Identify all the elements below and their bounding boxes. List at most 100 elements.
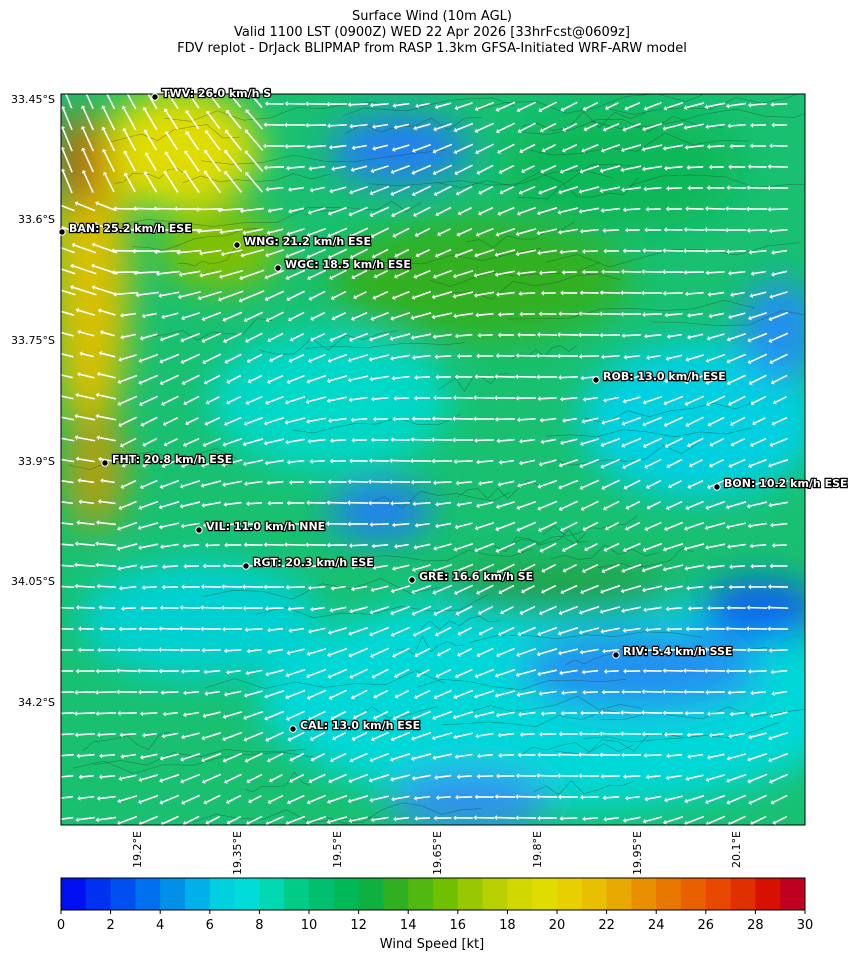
wind-arrow (499, 563, 515, 573)
wind-arrow (207, 690, 221, 695)
arrow-head (263, 165, 267, 171)
arrow-head (141, 732, 146, 738)
arrow-head (222, 482, 226, 488)
wind-arrow (416, 647, 431, 656)
contour (584, 400, 758, 424)
arrow-head (537, 396, 541, 402)
wind-arrow (732, 291, 745, 296)
arrow-head (265, 521, 269, 527)
wind-arrow (245, 731, 264, 741)
arrow-head (349, 458, 353, 464)
wind-arrow (126, 94, 137, 110)
arrow-head (746, 605, 750, 611)
wind-arrow (373, 668, 389, 678)
arrow-head (578, 311, 582, 317)
arrow-head (767, 185, 771, 191)
arrow-head (141, 585, 145, 591)
wind-arrow (416, 376, 431, 379)
arrow-head (327, 418, 332, 424)
wind-arrow (246, 752, 263, 762)
arrow-head (708, 463, 713, 468)
wind-arrow (417, 249, 430, 256)
arrow-head (77, 626, 82, 632)
arrow-head (117, 565, 121, 571)
arrow-head (98, 605, 102, 611)
station-dot (592, 376, 600, 384)
wind-arrow (82, 107, 95, 131)
wind-arrow (61, 437, 75, 442)
arrow-head (329, 275, 333, 280)
wind-arrow (228, 794, 242, 803)
wind-arrow (770, 752, 789, 761)
wind-arrow (354, 144, 367, 149)
arrow-head (600, 589, 604, 594)
wind-arrow (519, 480, 536, 487)
wind-arrow (730, 458, 746, 467)
wind-arrow (749, 229, 768, 232)
wind-arrow (162, 374, 180, 384)
arrow-head (138, 777, 143, 782)
arrow-head (123, 150, 128, 155)
wind-arrow (605, 500, 620, 509)
wind-arrow (476, 122, 495, 132)
arrow-head (222, 758, 227, 763)
arrow-head (203, 380, 208, 385)
wind-arrow (187, 417, 199, 424)
lon-label: 20.1°E (730, 831, 743, 868)
wind-arrow (540, 101, 557, 111)
arrow-head (305, 399, 310, 405)
wind-arrow (497, 668, 516, 677)
wind-arrow (602, 732, 621, 735)
arrow-head (620, 147, 625, 153)
arrow-head (519, 610, 524, 615)
arrow-head (310, 337, 314, 342)
wind-arrow (543, 438, 557, 443)
wind-arrow (122, 479, 137, 488)
arrow-head (558, 484, 562, 490)
arrow-head (96, 795, 101, 801)
contour (323, 802, 482, 824)
arrow-head (242, 584, 246, 590)
arrow-head (664, 647, 668, 653)
wind-arrow (732, 711, 745, 715)
wind-arrow (646, 375, 662, 381)
wind-arrow (729, 753, 746, 760)
wind-arrow (246, 480, 263, 485)
arrow-head (138, 821, 143, 825)
arrow-head (622, 628, 626, 634)
arrow-head (413, 694, 418, 700)
wind-arrow (771, 291, 788, 298)
arrow-head (288, 479, 293, 485)
arrow-head (705, 545, 709, 551)
wind-arrow (415, 206, 431, 216)
arrow-head (769, 143, 773, 149)
arrow-head (540, 290, 544, 296)
arrow-head (140, 605, 144, 611)
arrow-head (705, 689, 709, 695)
wind-arrow (351, 816, 368, 822)
station-label: TWV: 26.0 km/h S (162, 87, 271, 100)
wind-arrow (435, 333, 452, 338)
wind-arrow (312, 460, 325, 463)
contour (305, 706, 438, 725)
wind-arrow (749, 479, 768, 487)
wind-arrow (711, 437, 725, 446)
wind-arrow (226, 501, 242, 506)
wind-arrow (396, 689, 409, 698)
wind-arrow (167, 94, 179, 110)
wind-arrow (61, 225, 75, 233)
wind-arrow (415, 501, 431, 505)
arrow-head (621, 752, 625, 758)
wind-arrow (62, 149, 73, 173)
arrow-head (185, 420, 189, 426)
wind-arrow (268, 815, 284, 824)
arrow-head (662, 290, 666, 296)
wind-arrow (499, 438, 515, 442)
wind-arrow (459, 626, 473, 635)
arrow-head (328, 695, 333, 700)
lat-label: 33.45°S (11, 93, 55, 106)
wind-arrow (125, 174, 136, 193)
arrow-head (369, 631, 373, 637)
arrow-head (476, 503, 480, 509)
arrow-head (95, 413, 99, 419)
